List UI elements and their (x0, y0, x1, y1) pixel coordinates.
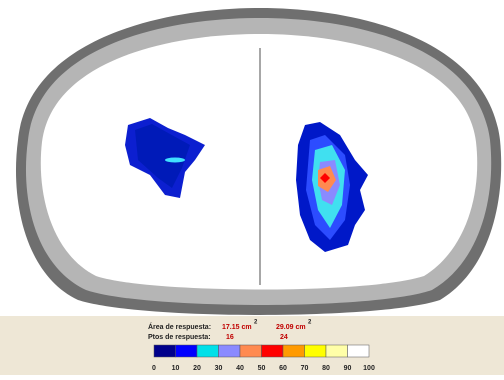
points-left: 16 (226, 334, 234, 341)
scale-tick-label: 90 (344, 365, 352, 372)
scale-tick-label: 100 (363, 365, 375, 372)
scale-tick-label: 40 (236, 365, 244, 372)
screen: Área de respuesta: 17.15 cm 2 29.09 cm 2… (0, 0, 504, 375)
scale-tick-label: 10 (172, 365, 180, 372)
scale-tick-label: 30 (215, 365, 223, 372)
points-label: Ptos de respuesta: (148, 334, 211, 341)
scale-swatch (262, 345, 284, 357)
scale-swatch (326, 345, 348, 357)
scale-tick-label: 0 (152, 365, 156, 372)
area-label: Área de respuesta: (148, 322, 211, 331)
area-right: 29.09 cm (276, 324, 306, 331)
points-right: 24 (280, 334, 288, 341)
plate (16, 8, 501, 315)
scale-swatch (305, 345, 327, 357)
scale-swatch (240, 345, 262, 357)
scale-swatch (219, 345, 241, 357)
scale-swatch (197, 345, 219, 357)
scale-swatch (348, 345, 370, 357)
scale-tick-label: 80 (322, 365, 330, 372)
scale-swatch (283, 345, 305, 357)
area-left: 17.15 cm (222, 324, 252, 331)
scale-swatch (154, 345, 176, 357)
blob-peak (165, 158, 185, 163)
scale-swatch (176, 345, 198, 357)
scale-tick-label: 50 (258, 365, 266, 372)
plate-interior (41, 34, 477, 290)
scale-tick-label: 70 (301, 365, 309, 372)
scale-tick-label: 60 (279, 365, 287, 372)
scale-tick-label: 20 (193, 365, 201, 372)
